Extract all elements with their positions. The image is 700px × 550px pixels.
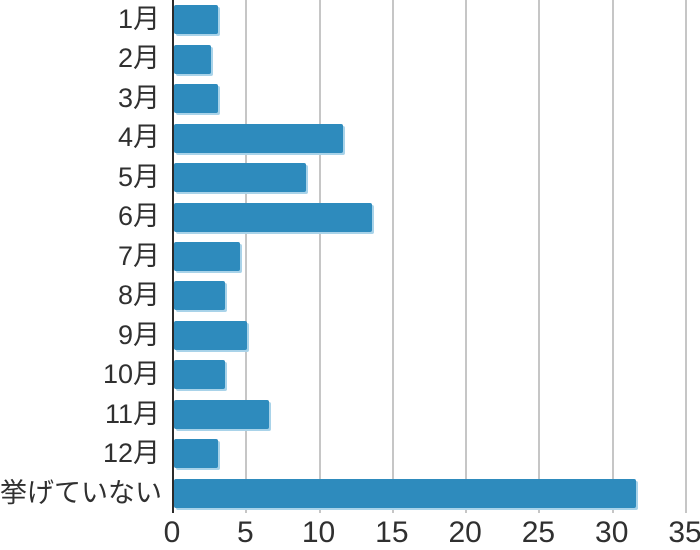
bar-9: [174, 320, 248, 350]
bar-10: [174, 360, 226, 390]
bar-5: [174, 163, 306, 193]
bar-13: [174, 478, 636, 508]
bar-3: [174, 84, 218, 114]
x-tick-label: 5: [236, 516, 254, 549]
bar-8: [174, 281, 226, 311]
category-label: 挙げていない: [0, 477, 162, 508]
bar-11: [174, 399, 270, 429]
category-label: 1月: [117, 4, 160, 34]
x-tick-label: 20: [448, 516, 482, 549]
category-label: 10月: [102, 359, 160, 390]
category-label: 5月: [117, 161, 160, 192]
category-label: 3月: [117, 82, 160, 113]
x-tick-label: 15: [375, 516, 409, 549]
plot-area: [172, 0, 687, 513]
x-tick-label: 30: [595, 516, 629, 549]
gridline: [465, 0, 468, 513]
bar-2: [174, 44, 211, 74]
bar-12: [174, 439, 218, 469]
category-label: 2月: [117, 43, 160, 74]
category-label: 7月: [117, 240, 160, 271]
x-tick-label: 35: [668, 516, 700, 549]
gridline: [318, 0, 321, 513]
gridline: [685, 0, 687, 513]
gridline: [538, 0, 541, 513]
category-label: 6月: [117, 201, 160, 232]
x-tick-label: 25: [521, 516, 556, 549]
category-label: 11月: [104, 398, 160, 429]
gridline: [245, 0, 248, 513]
bar-6: [174, 202, 372, 232]
bar-1: [174, 5, 218, 35]
gridline: [391, 0, 394, 513]
category-label: 12月: [102, 438, 160, 469]
x-tick-label: 10: [301, 516, 336, 549]
bar-7: [174, 242, 240, 271]
x-tick-label: 0: [163, 516, 181, 549]
category-label: 8月: [117, 280, 160, 311]
bar-4: [174, 123, 343, 153]
category-label: 4月: [117, 122, 160, 153]
category-label: 9月: [117, 319, 160, 350]
gridline: [611, 0, 614, 513]
